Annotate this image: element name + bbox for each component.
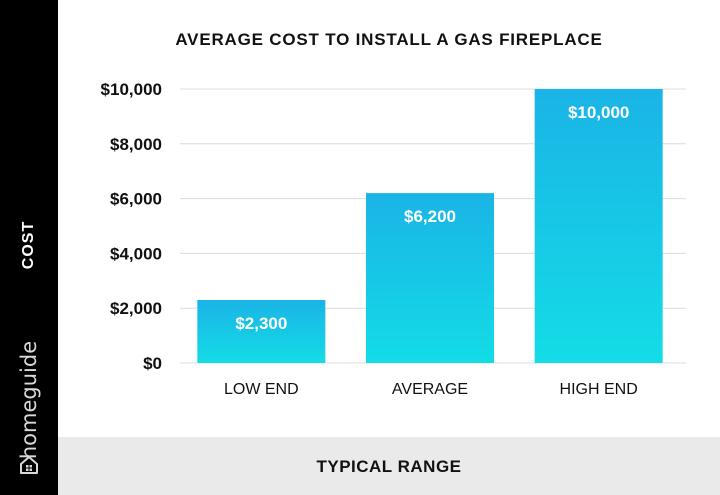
bar: [366, 193, 494, 363]
y-tick-label: $10,000: [101, 80, 162, 99]
bar-value-label: $10,000: [568, 103, 629, 122]
chart-title: AVERAGE COST TO INSTALL A GAS FIREPLACE: [175, 30, 603, 49]
x-axis-label: TYPICAL RANGE: [316, 457, 462, 476]
y-tick-label: $8,000: [110, 135, 162, 154]
bar-value-label: $6,200: [404, 207, 456, 226]
x-axis-footer: TYPICAL RANGE: [58, 437, 720, 495]
y-tick-label: $6,000: [110, 190, 162, 209]
bar: [534, 89, 663, 363]
bar-value-label: $2,300: [235, 314, 287, 333]
sidebar: COST homeguide: [0, 0, 58, 495]
x-tick-label: AVERAGE: [392, 381, 468, 398]
bar: [197, 299, 326, 363]
y-tick-label: $0: [143, 354, 162, 373]
y-tick-label: $2,000: [110, 299, 162, 318]
y-tick-label: $4,000: [110, 244, 162, 263]
house-icon: [20, 456, 38, 474]
x-tick-label: LOW END: [224, 381, 299, 398]
x-tick-label: HIGH END: [560, 381, 638, 398]
